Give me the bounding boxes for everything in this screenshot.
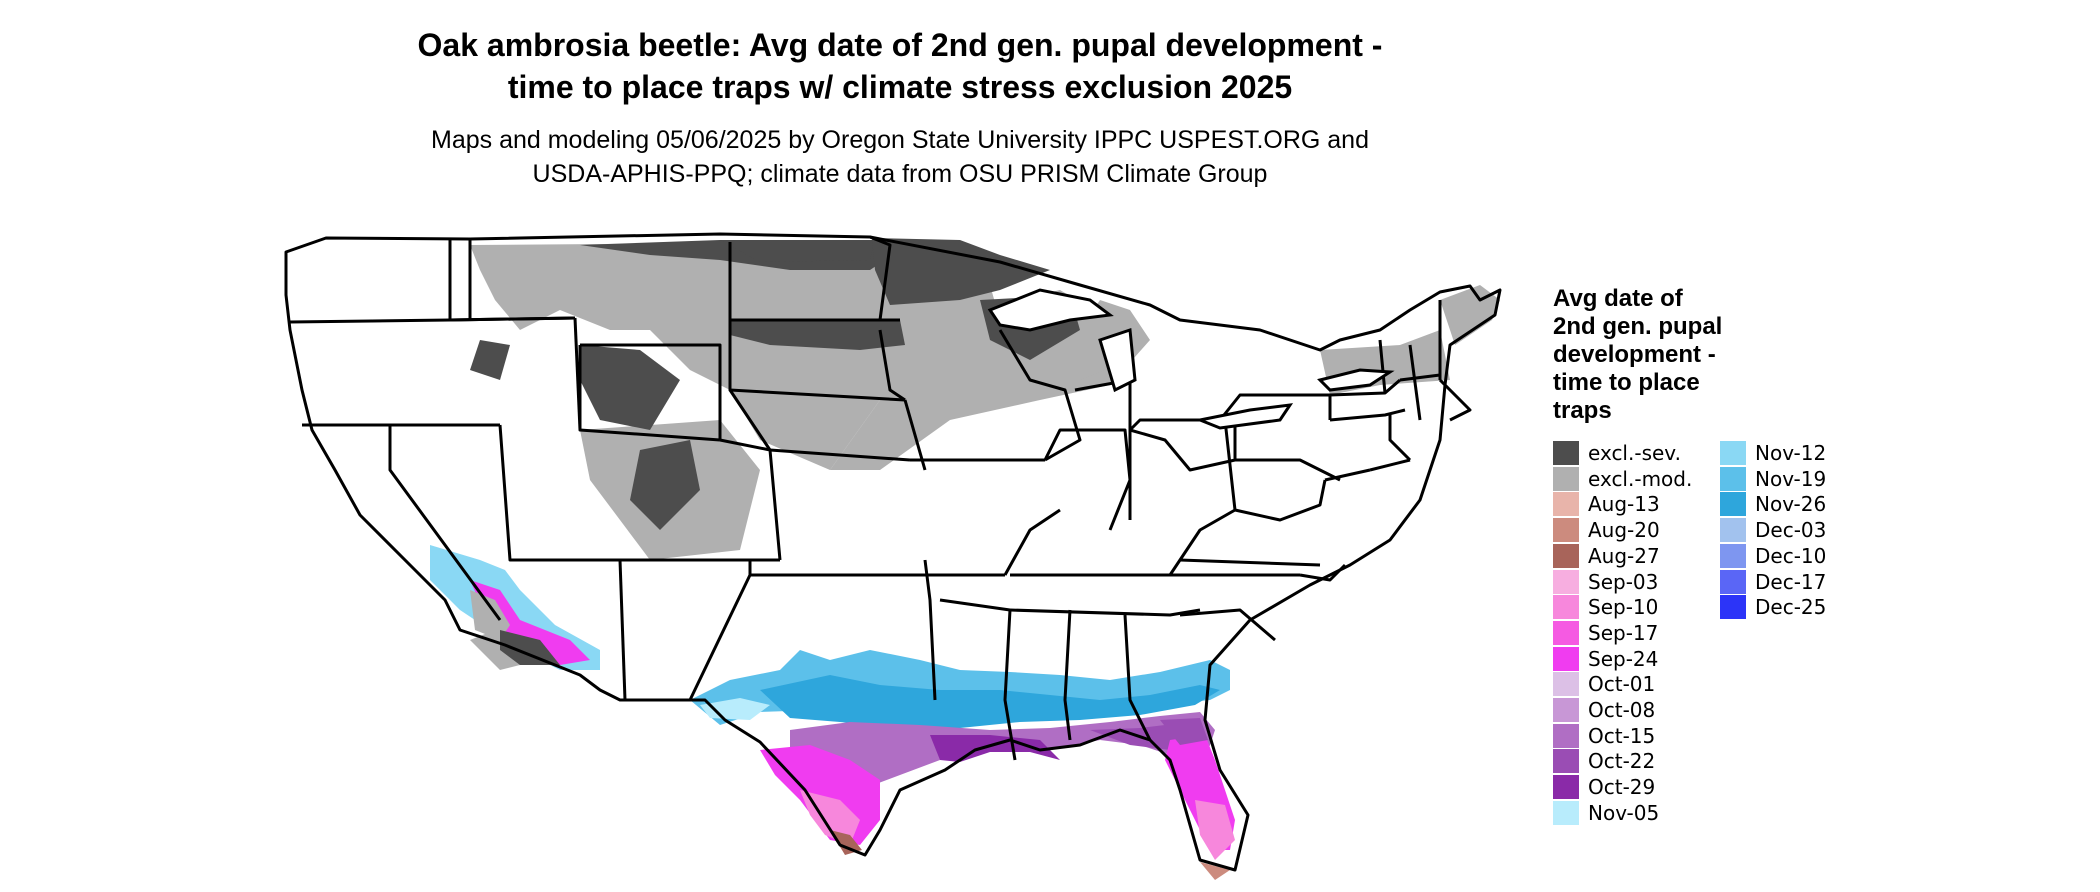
legend-swatch [1553, 595, 1579, 620]
legend-label: Oct-08 [1588, 698, 1656, 722]
legend-item: Sep-10 [1553, 594, 1658, 620]
legend-title-line: development - [1553, 341, 1716, 368]
legend-item: Dec-17 [1720, 569, 1826, 595]
legend-swatch [1553, 672, 1579, 697]
legend-swatch [1720, 466, 1746, 491]
state-boundaries [284, 232, 1502, 872]
legend-item: Nov-05 [1553, 800, 1659, 826]
legend-swatch [1553, 698, 1579, 722]
legend-item: Sep-17 [1553, 620, 1658, 646]
southwest-development-bands [430, 545, 600, 670]
legend-title-line: 2nd gen. pupal [1553, 313, 1723, 340]
legend-item: Oct-01 [1553, 671, 1655, 697]
legend-item: Nov-19 [1720, 466, 1826, 492]
map-subtitle-line-1: Maps and modeling 05/06/2025 by Oregon S… [431, 126, 1369, 154]
legend-item: Sep-03 [1553, 569, 1658, 595]
legend-swatch [1553, 800, 1579, 825]
legend-label: Dec-03 [1755, 518, 1827, 543]
legend-label: Nov-05 [1588, 800, 1660, 825]
legend-label: Nov-12 [1755, 441, 1827, 465]
map-title-line-1: Oak ambrosia beetle: Avg date of 2nd gen… [417, 27, 1383, 63]
legend-item: Oct-22 [1553, 748, 1655, 774]
legend-swatch [1553, 620, 1579, 645]
legend-label: Dec-17 [1755, 569, 1827, 594]
legend-swatch [1553, 569, 1579, 594]
map-title-line-2: time to place traps w/ climate stress ex… [507, 69, 1293, 105]
legend-swatch [1720, 518, 1746, 543]
legend-label: Aug-27 [1588, 543, 1660, 568]
legend-label: Oct-22 [1588, 749, 1656, 774]
legend-title: Avg date of 2nd gen. pupal development -… [1553, 285, 1773, 425]
legend-label: Aug-20 [1588, 518, 1660, 543]
legend-swatch [1553, 466, 1579, 491]
legend-item: Oct-15 [1553, 723, 1655, 749]
legend-label: Sep-10 [1588, 595, 1659, 620]
legend-swatch [1553, 518, 1579, 543]
legend-item: Dec-10 [1720, 543, 1826, 569]
legend-label: Sep-24 [1588, 646, 1659, 671]
legend-label: Oct-01 [1588, 672, 1656, 697]
legend-item: Aug-20 [1553, 517, 1660, 543]
legend-label: excl.-sev. [1588, 441, 1681, 465]
legend-swatch [1553, 543, 1579, 568]
legend-title-line: time to place [1553, 369, 1700, 396]
legend-item: Sep-24 [1553, 646, 1658, 672]
legend-item: Nov-12 [1720, 440, 1826, 466]
legend-item: excl.-sev. [1553, 440, 1681, 466]
legend-item: Nov-26 [1720, 491, 1826, 517]
legend-swatch [1553, 441, 1579, 465]
legend-item: Dec-25 [1720, 594, 1826, 620]
legend-label: Sep-17 [1588, 620, 1659, 645]
legend-label: Nov-26 [1755, 492, 1827, 517]
legend-label: Oct-15 [1588, 723, 1656, 748]
legend-swatch [1553, 723, 1579, 748]
legend-item: Aug-13 [1553, 491, 1660, 517]
legend-title-line: traps [1553, 397, 1612, 424]
legend-swatch [1720, 492, 1746, 517]
south-pink-regions [760, 718, 1235, 880]
legend-item: Dec-03 [1720, 517, 1826, 543]
legend-item: Aug-27 [1553, 543, 1660, 569]
legend-label: Nov-19 [1755, 466, 1827, 491]
legend-label: Dec-10 [1755, 543, 1827, 568]
great-lakes [987, 288, 1395, 430]
legend-label: Aug-13 [1588, 492, 1660, 517]
legend-swatch [1553, 646, 1579, 671]
legend-swatch [1720, 569, 1746, 594]
legend-label: excl.-mod. [1588, 466, 1693, 491]
legend-label: Oct-29 [1588, 775, 1656, 800]
legend-item: excl.-mod. [1553, 466, 1692, 492]
legend-swatch [1720, 595, 1746, 620]
legend-label: Sep-03 [1588, 569, 1659, 594]
legend-swatch [1553, 492, 1579, 517]
legend-swatch [1553, 749, 1579, 774]
legend-swatch [1553, 775, 1579, 800]
gulf-blue-band [690, 650, 1230, 728]
legend-swatch [1720, 441, 1746, 465]
legend-item: Oct-29 [1553, 774, 1655, 800]
legend-swatch [1720, 543, 1746, 568]
map-subtitle-line-2: USDA-APHIS-PPQ; climate data from OSU PR… [532, 160, 1268, 188]
legend-label: Dec-25 [1755, 595, 1827, 620]
legend-title-line: Avg date of [1553, 285, 1683, 312]
legend-item: Oct-08 [1553, 697, 1655, 723]
